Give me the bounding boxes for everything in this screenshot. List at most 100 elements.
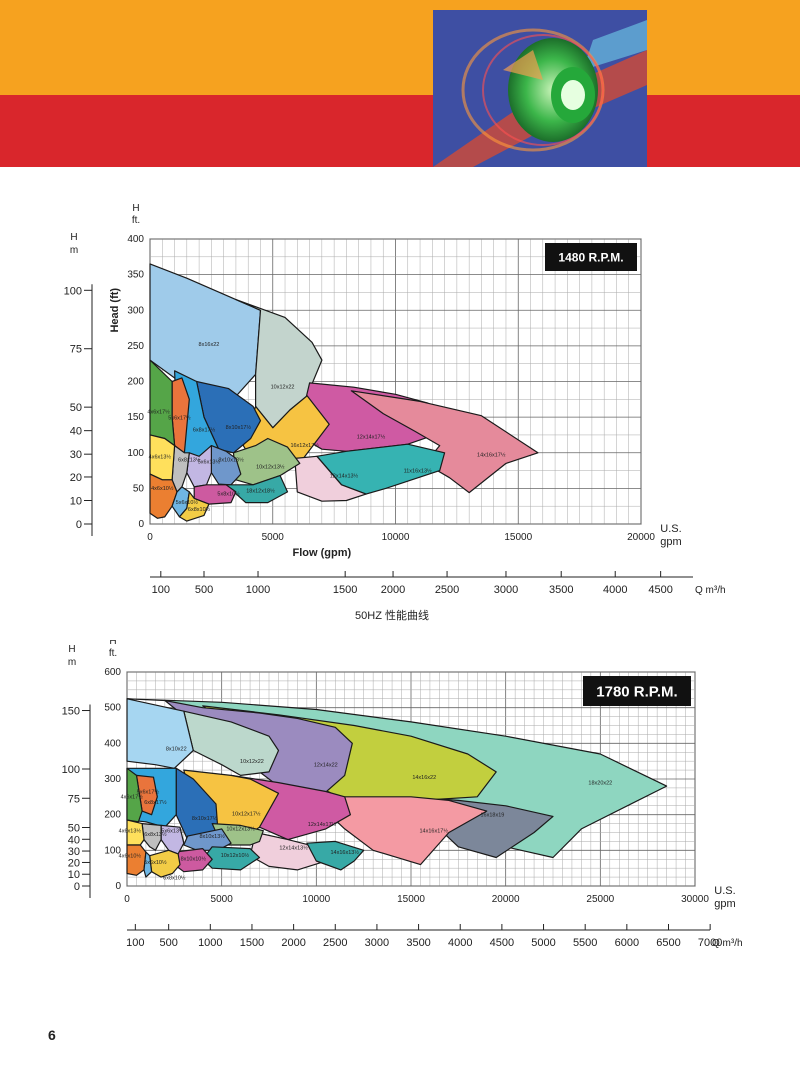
x-tick-label: 20000 xyxy=(492,894,520,905)
series-region-5x6x13- xyxy=(186,445,212,488)
y-tick-label: 300 xyxy=(127,305,144,316)
metre-scale-label: 30 xyxy=(68,846,80,858)
pump-impeller-image xyxy=(433,10,647,167)
series-region-18x12x18- xyxy=(225,475,289,504)
series-label: 12x14x17½ xyxy=(357,434,386,441)
y-tick-label: 600 xyxy=(104,667,121,678)
series-label: 6x8x10½ xyxy=(188,506,211,513)
series-label: 10x12x22 xyxy=(240,759,264,765)
series-label: 10x12x22 xyxy=(271,385,295,391)
q-scale-label: 500 xyxy=(159,937,177,949)
page-number: 6 xyxy=(48,1027,56,1043)
series-label: 14x16x17½ xyxy=(419,828,448,835)
q-scale-label: 6000 xyxy=(615,937,639,949)
series-label: 10x12x17½ xyxy=(232,810,261,817)
y-tick-label: 0 xyxy=(115,881,121,892)
x-axis-title: Flow (gpm) xyxy=(293,547,352,559)
series-label: 4x6x10½ xyxy=(151,485,174,492)
metre-scale-label: 20 xyxy=(68,857,80,869)
metre-scale-label: 10 xyxy=(68,869,80,881)
series-region-4x6x13- xyxy=(126,819,145,846)
series-label: 4x6x10½ xyxy=(119,852,142,859)
y-tick-label: 500 xyxy=(104,703,121,714)
h-m-header: H xyxy=(70,232,77,243)
y-axis-title: Head (ft) xyxy=(109,288,121,333)
q-scale-label: 100 xyxy=(152,584,170,596)
x-unit-label: U.S. xyxy=(660,523,681,535)
series-label: 14x16x13½ xyxy=(331,849,360,856)
x-tick-label: 15000 xyxy=(504,532,532,543)
metre-scale-label: 100 xyxy=(62,764,80,776)
series-region-12x14x13- xyxy=(294,455,367,502)
series-region-4x6x10- xyxy=(126,844,147,876)
series-label: 8x10x17½ xyxy=(192,815,218,822)
h-ft-header: ft. xyxy=(109,648,117,659)
metre-scale-label: 75 xyxy=(70,344,82,356)
series-label: 6x8x13½ xyxy=(144,831,167,838)
h-ft-header: H xyxy=(109,640,116,647)
series-label: 8x10x17½ xyxy=(226,424,252,431)
y-tick-label: 50 xyxy=(133,483,145,494)
x-tick-label: 20000 xyxy=(627,532,655,543)
series-region-10x12x22 xyxy=(183,710,280,776)
x-tick-label: 0 xyxy=(124,894,130,905)
q-scale-label: 100 xyxy=(126,937,144,949)
q-scale-label: 2000 xyxy=(281,937,305,949)
x-tick-label: 30000 xyxy=(681,894,709,905)
x-unit-label: gpm xyxy=(660,536,681,548)
q-scale-label: 3000 xyxy=(365,937,389,949)
rpm-label: 1480 R.P.M. xyxy=(558,250,623,264)
h-m-header: H xyxy=(68,644,75,655)
series-label: 8x10x10½ xyxy=(181,855,207,862)
x-tick-label: 15000 xyxy=(397,894,425,905)
header-red-band xyxy=(0,95,800,167)
series-label: 5x6x10½ xyxy=(144,859,167,866)
series-label: 10x12x13½ xyxy=(226,826,255,833)
series-label: 5x6x13½ xyxy=(161,828,184,835)
q-scale-label: 5500 xyxy=(573,937,597,949)
series-label: 14x16x22 xyxy=(412,775,436,781)
q-scale-label: 4000 xyxy=(448,937,472,949)
series-label: 4x6x17½ xyxy=(121,794,144,801)
series-label: 18x20x22 xyxy=(588,780,612,786)
metre-scale-label: 0 xyxy=(74,881,80,893)
q-scale-label: 2500 xyxy=(323,937,347,949)
series-region-14x16x17- xyxy=(350,390,539,494)
q-scale-label: 4500 xyxy=(648,584,672,596)
q-scale-label: 2000 xyxy=(381,584,405,596)
series-region-14x16x13- xyxy=(306,840,365,871)
series-region-10x12x13- xyxy=(232,437,301,486)
x-unit-label: gpm xyxy=(714,898,735,910)
y-tick-label: 400 xyxy=(104,738,121,749)
series-label: 16x12x17½ xyxy=(290,442,319,449)
series-label: 6x8x17½ xyxy=(193,426,216,433)
q-scale-label: 3500 xyxy=(406,937,430,949)
y-tick-label: 250 xyxy=(127,341,144,352)
x-tick-label: 25000 xyxy=(586,894,614,905)
series-region-4x6x17- xyxy=(126,767,143,823)
h-m-header: m xyxy=(70,245,78,256)
x-tick-label: 5000 xyxy=(211,894,234,905)
q-unit-label: Q m³/h xyxy=(695,585,726,596)
series-label: 6x8x10½ xyxy=(163,875,186,882)
series-label: 12x14x13½ xyxy=(279,845,308,852)
metre-scale-label: 50 xyxy=(68,823,80,835)
series-label: 4x6x13½ xyxy=(119,828,142,835)
performance-chart-1780-rpm: 18x20x22 16x18x19 14x16x22 12x14x22 10x12x22… xyxy=(62,640,743,949)
series-label: 8x10x13½ xyxy=(218,456,244,463)
series-label: 6x8x17½ xyxy=(144,799,167,806)
series-region-8x10x13- xyxy=(210,445,242,486)
series-label: 8x16x22 xyxy=(199,342,220,348)
q-scale-label: 3000 xyxy=(494,584,518,596)
q-scale-label: 4500 xyxy=(490,937,514,949)
series-label: 8x10x13½ xyxy=(200,833,226,840)
y-tick-label: 0 xyxy=(138,519,144,530)
y-tick-label: 100 xyxy=(104,845,121,856)
q-scale-label: 1500 xyxy=(240,937,264,949)
q-scale-label: 2500 xyxy=(435,584,459,596)
metre-scale-label: 50 xyxy=(70,402,82,414)
series-label: 8x10x22 xyxy=(166,746,187,752)
series-label: 5x6x17½ xyxy=(137,788,160,795)
series-label: 5x6x17½ xyxy=(168,414,191,421)
metre-scale-label: 30 xyxy=(70,449,82,461)
